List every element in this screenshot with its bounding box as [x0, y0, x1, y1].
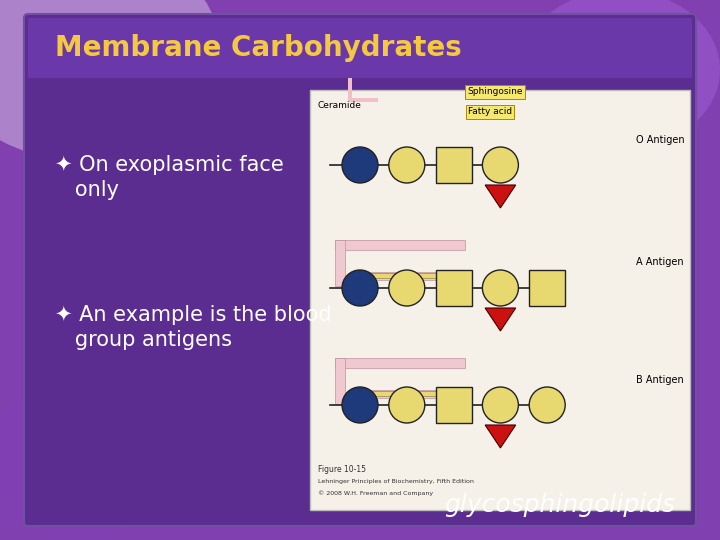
Bar — [310, 90, 690, 510]
Text: © 2008 W.H. Freeman and Company: © 2008 W.H. Freeman and Company — [318, 490, 433, 496]
Text: Sphingosine: Sphingosine — [467, 87, 523, 97]
Text: Membrane Carbohydrates: Membrane Carbohydrates — [55, 34, 462, 62]
Text: A Antigen: A Antigen — [636, 257, 684, 267]
Polygon shape — [485, 308, 516, 331]
Text: ✦ An example is the blood: ✦ An example is the blood — [55, 305, 332, 325]
Text: Ceramide: Ceramide — [318, 100, 362, 110]
Bar — [348, 98, 378, 102]
Bar — [353, 390, 461, 398]
Circle shape — [482, 147, 518, 183]
Text: glycosphingolipids: glycosphingolipids — [444, 493, 675, 517]
Ellipse shape — [520, 0, 720, 150]
FancyBboxPatch shape — [24, 14, 696, 526]
Circle shape — [342, 270, 378, 306]
Text: O Antigen: O Antigen — [636, 135, 684, 145]
Text: only: only — [55, 180, 119, 200]
Circle shape — [389, 147, 425, 183]
Circle shape — [389, 387, 425, 423]
Circle shape — [482, 387, 518, 423]
Bar — [353, 272, 461, 280]
Bar — [335, 240, 465, 250]
Ellipse shape — [0, 0, 220, 160]
Bar — [335, 240, 345, 286]
Circle shape — [389, 270, 425, 306]
Circle shape — [529, 387, 565, 423]
Bar — [348, 78, 352, 100]
Bar — [436, 270, 472, 306]
Bar — [28, 18, 692, 78]
Bar — [335, 358, 345, 404]
Text: Lehninger Principles of Biochemistry, Fifth Edition: Lehninger Principles of Biochemistry, Fi… — [318, 480, 474, 484]
Text: B Antigen: B Antigen — [636, 375, 684, 385]
Bar — [355, 391, 455, 396]
Circle shape — [482, 270, 518, 306]
Ellipse shape — [0, 385, 180, 535]
Circle shape — [342, 387, 378, 423]
Text: Fatty acid: Fatty acid — [468, 107, 512, 117]
Bar — [355, 273, 455, 278]
Text: group antigens: group antigens — [55, 330, 232, 350]
Polygon shape — [485, 425, 516, 448]
Polygon shape — [485, 185, 516, 208]
Bar — [436, 387, 472, 423]
Text: Figure 10-15: Figure 10-15 — [318, 465, 366, 475]
Circle shape — [342, 147, 378, 183]
Bar — [335, 358, 465, 368]
Text: ✦ On exoplasmic face: ✦ On exoplasmic face — [55, 155, 284, 175]
Bar — [529, 270, 565, 306]
Bar — [436, 147, 472, 183]
